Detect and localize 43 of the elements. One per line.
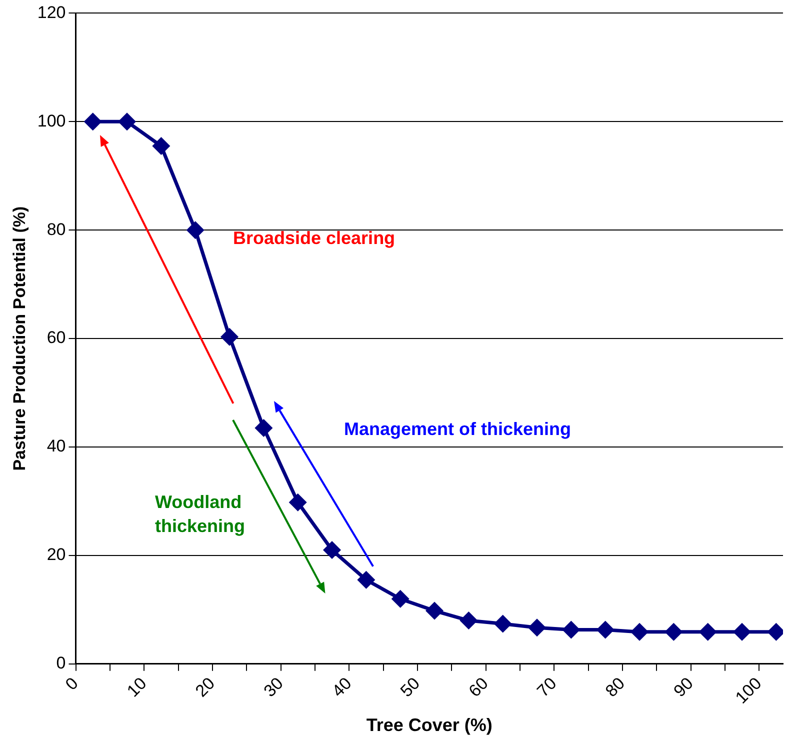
point — [220, 328, 239, 346]
y-tick-label: 60 — [46, 328, 66, 348]
point — [84, 112, 102, 131]
x-tick-label: 80 — [602, 674, 629, 701]
y-tick-label: 20 — [46, 545, 66, 564]
point — [664, 622, 683, 641]
x-tick-label: 10 — [123, 674, 150, 701]
point — [254, 419, 273, 438]
point — [494, 614, 512, 633]
point — [562, 620, 580, 639]
point — [152, 137, 170, 156]
y-tick-label: 80 — [46, 220, 66, 239]
annotation: Broadside clearing — [233, 227, 396, 250]
point — [323, 541, 342, 560]
point — [186, 221, 204, 240]
x-tick-label: 70 — [533, 674, 560, 701]
x-axis-title: Tree Cover (%) — [366, 715, 492, 736]
x-tick-label: 40 — [328, 674, 356, 701]
y-tick-label: 120 — [37, 2, 66, 22]
point — [357, 570, 376, 589]
point — [426, 602, 444, 620]
point — [596, 620, 614, 639]
y-axis-title: Pasture Production Potential (%) — [10, 206, 29, 471]
point — [391, 590, 410, 608]
y-tick-label: 0 — [56, 654, 66, 673]
point — [118, 112, 136, 131]
point — [698, 622, 717, 641]
point — [288, 493, 307, 512]
y-tick-label: 40 — [46, 436, 66, 456]
annotation: Woodland thickening — [155, 491, 246, 538]
x-tick-label: 30 — [260, 674, 287, 701]
point — [630, 622, 649, 641]
x-tick-label: 60 — [465, 674, 492, 701]
x-tick-label: 50 — [396, 674, 424, 701]
annotation: Management of thickening — [344, 418, 572, 441]
point — [733, 622, 751, 641]
x-tick-label: 100 — [732, 674, 766, 708]
point — [528, 618, 546, 637]
x-tick-label: 0 — [62, 674, 82, 694]
point — [460, 612, 478, 630]
y-tick-label: 100 — [37, 111, 66, 130]
x-tick-label: 90 — [670, 674, 697, 701]
x-tick-label: 20 — [192, 674, 219, 701]
